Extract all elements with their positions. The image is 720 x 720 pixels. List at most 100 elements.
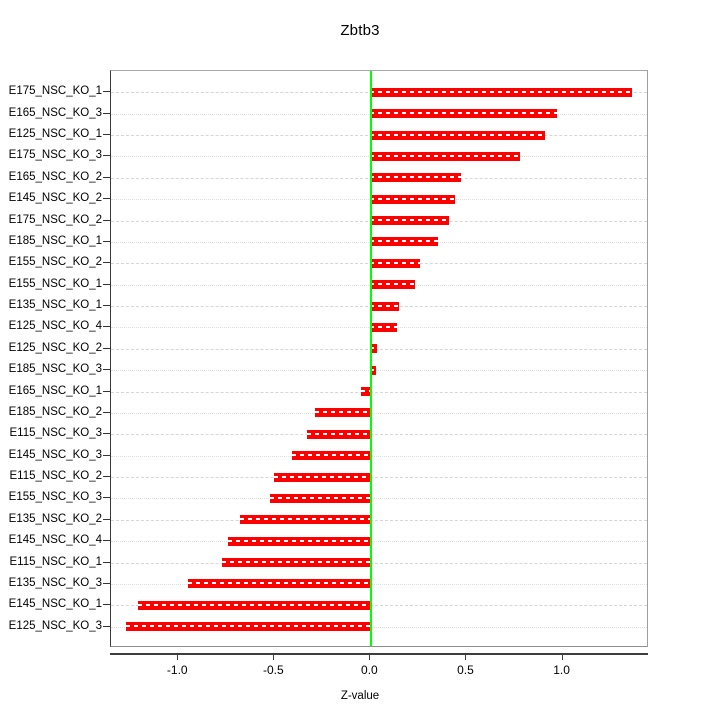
y-axis-tick-label: E145_NSC_KO_4 xyxy=(8,534,102,547)
bar xyxy=(228,536,371,546)
y-axis-tick xyxy=(103,326,110,327)
y-axis-tick-label: E185_NSC_KO_1 xyxy=(8,234,102,247)
bar xyxy=(187,579,371,589)
y-axis-tick-label: E165_NSC_KO_2 xyxy=(8,170,102,183)
bar xyxy=(370,365,377,375)
bar xyxy=(270,493,371,503)
y-axis-tick-label: E185_NSC_KO_2 xyxy=(8,405,102,418)
y-axis-ticks xyxy=(0,70,110,647)
bar xyxy=(370,194,455,204)
y-axis-tick xyxy=(103,241,110,242)
y-axis-tick xyxy=(103,305,110,306)
y-axis-tick xyxy=(103,562,110,563)
y-axis-tick xyxy=(103,412,110,413)
y-axis-tick xyxy=(103,91,110,92)
bar xyxy=(126,622,371,632)
x-axis-title: Z-value xyxy=(340,690,380,702)
y-axis-tick-label: E145_NSC_KO_2 xyxy=(8,192,102,205)
bar xyxy=(370,280,415,290)
gridline xyxy=(111,370,647,371)
x-axis-tick-label: -0.5 xyxy=(262,663,284,677)
y-axis-tick xyxy=(103,497,110,498)
y-axis-tick-label: E125_NSC_KO_3 xyxy=(8,619,102,632)
chart-title: Zbtb3 xyxy=(340,22,380,39)
y-axis-tick-label: E115_NSC_KO_1 xyxy=(9,555,102,568)
bar xyxy=(360,387,371,397)
bar xyxy=(370,130,546,140)
y-axis-tick xyxy=(103,604,110,605)
gridline xyxy=(111,477,647,478)
y-axis-tick xyxy=(103,583,110,584)
y-axis-tick-label: E115_NSC_KO_3 xyxy=(9,427,102,440)
y-axis-tick-label: E145_NSC_KO_3 xyxy=(8,448,102,461)
y-axis-tick-label: E165_NSC_KO_1 xyxy=(8,384,102,397)
x-axis-tick xyxy=(561,653,563,660)
y-axis-tick xyxy=(103,155,110,156)
y-axis-tick-label: E155_NSC_KO_1 xyxy=(8,277,102,290)
bar xyxy=(137,600,371,610)
y-axis-tick xyxy=(103,519,110,520)
y-axis-tick-label: E175_NSC_KO_2 xyxy=(8,213,102,226)
bar xyxy=(291,451,371,461)
y-axis-tick xyxy=(103,626,110,627)
x-axis-tick xyxy=(273,653,275,660)
gridline xyxy=(111,349,647,350)
bar xyxy=(370,258,421,268)
bar xyxy=(370,87,633,97)
bar xyxy=(274,472,371,482)
gridline xyxy=(111,392,647,393)
bar xyxy=(370,151,521,161)
y-axis-tick-label: E185_NSC_KO_3 xyxy=(8,363,102,376)
y-axis-tick-label: E135_NSC_KO_1 xyxy=(8,299,102,312)
bar xyxy=(370,344,378,354)
y-axis-tick-label: E125_NSC_KO_2 xyxy=(8,341,102,354)
bar xyxy=(239,515,371,525)
y-axis-tick xyxy=(103,134,110,135)
x-axis-tick-label: 0.0 xyxy=(361,663,378,677)
y-axis-tick-label: E175_NSC_KO_1 xyxy=(8,85,102,98)
y-axis-tick-label: E175_NSC_KO_3 xyxy=(8,149,102,162)
y-axis-tick xyxy=(103,262,110,263)
x-axis-tick xyxy=(369,653,371,660)
y-axis-tick-label: E155_NSC_KO_3 xyxy=(8,491,102,504)
y-axis-tick xyxy=(103,476,110,477)
gridline xyxy=(111,584,647,585)
bar xyxy=(370,301,400,311)
gridline xyxy=(111,520,647,521)
y-axis-tick xyxy=(103,369,110,370)
y-axis-tick-label: E145_NSC_KO_1 xyxy=(8,598,102,611)
y-axis-tick-label: E165_NSC_KO_3 xyxy=(8,106,102,119)
gridline xyxy=(111,563,647,564)
bar xyxy=(370,216,450,226)
y-axis-tick xyxy=(103,540,110,541)
gridline xyxy=(111,456,647,457)
y-axis-tick xyxy=(103,177,110,178)
x-axis-tick xyxy=(177,653,179,660)
gridline xyxy=(111,498,647,499)
y-axis-tick-label: E125_NSC_KO_4 xyxy=(8,320,102,333)
gridline xyxy=(111,541,647,542)
y-axis-tick-label: E135_NSC_KO_2 xyxy=(8,512,102,525)
bar xyxy=(306,429,371,439)
y-axis-tick-label: E115_NSC_KO_2 xyxy=(9,470,102,483)
bar xyxy=(370,173,461,183)
gridline xyxy=(111,605,647,606)
y-axis-tick xyxy=(103,113,110,114)
bar xyxy=(314,408,371,418)
x-axis-tick-label: -1.0 xyxy=(166,663,188,677)
x-axis-line xyxy=(110,653,648,655)
y-axis-tick xyxy=(103,433,110,434)
bar xyxy=(222,558,371,568)
gridline xyxy=(111,434,647,435)
zero-reference-line xyxy=(370,71,372,646)
y-axis-tick xyxy=(103,198,110,199)
y-axis-tick-label: E155_NSC_KO_2 xyxy=(8,256,102,269)
bar xyxy=(370,109,558,119)
y-axis-labels: E175_NSC_KO_1 E165_NSC_KO_3 E125_NSC_KO_1 E… xyxy=(0,70,102,647)
y-axis-tick-label: E125_NSC_KO_1 xyxy=(8,128,102,141)
bar xyxy=(370,237,438,247)
gridline xyxy=(111,413,647,414)
bar xyxy=(370,322,398,332)
x-axis-tick xyxy=(465,653,467,660)
